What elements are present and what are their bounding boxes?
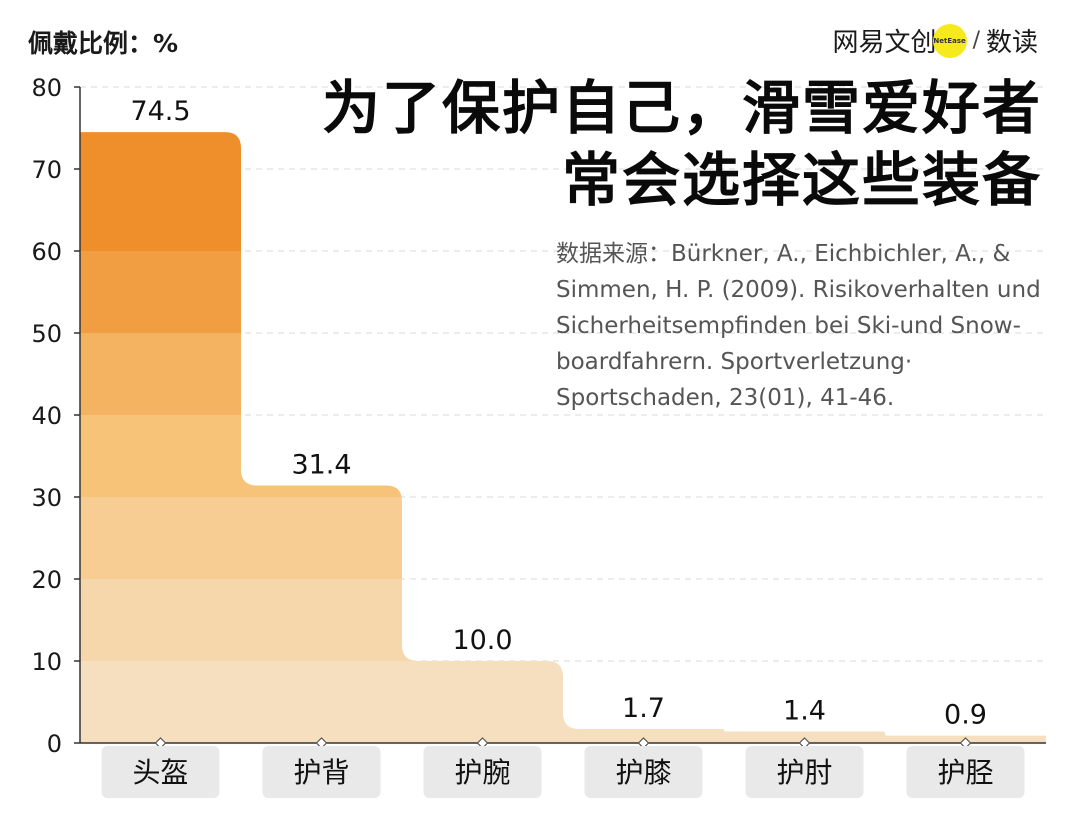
category-label: 护肘 (776, 756, 832, 789)
y-tick-label: 30 (31, 484, 62, 512)
category-label-bg (423, 746, 542, 798)
y-tick-label: 10 (31, 648, 62, 676)
value-label: 1.4 (783, 696, 826, 727)
brand-main: 网易文创 (832, 28, 937, 58)
y-tick-label: 60 (31, 238, 62, 266)
value-label: 74.5 (130, 96, 190, 127)
category-label: 护膝 (615, 756, 671, 789)
category-labels: 头盔 护背 护腕 护膝 护肘 护胫 (101, 737, 1025, 798)
category-label-bg (262, 746, 381, 798)
category-label-bg (584, 746, 703, 798)
chart-title: 为了保护自己，滑雪爱好者 常会选择这些装备 (322, 72, 1042, 216)
y-axis-unit-label: 佩戴比例：% (28, 29, 179, 58)
category-label-bg (745, 746, 864, 798)
category-label-bg (906, 746, 1025, 798)
bar-护腕 (402, 661, 563, 743)
value-label: 10.0 (452, 625, 512, 656)
category-label: 护背 (293, 756, 349, 789)
brand-divider: / (972, 28, 980, 53)
category-label-bg (101, 746, 220, 798)
y-tick-label: 70 (31, 156, 62, 184)
y-tick-label: 80 (31, 74, 62, 102)
grid-lines (80, 86, 1046, 662)
y-tick-label: 20 (31, 566, 62, 594)
netease-badge-icon: NetEase (932, 23, 967, 58)
data-labels: 74.5 31.4 10.0 1.7 1.4 0.9 (130, 96, 987, 731)
category-label: 护胫 (937, 756, 993, 789)
value-label: 0.9 (944, 700, 987, 731)
title-line-1: 为了保护自己，滑雪爱好者 (321, 74, 1042, 142)
bar-头盔 (80, 132, 241, 743)
data-source-note: 数据来源：Bürkner, A., Eichbichler, A., & Sim… (556, 241, 1041, 411)
y-tick-label: 0 (47, 730, 62, 758)
value-label: 31.4 (291, 450, 351, 481)
y-tick-label: 50 (31, 320, 62, 348)
brand-logo: 网易文创 NetEase / 数读 (833, 22, 1038, 59)
category-label: 护腕 (454, 756, 510, 789)
axes: 0 10 20 30 40 50 60 70 80 (31, 74, 1046, 758)
y-tick-label: 40 (31, 402, 62, 430)
title-line-2: 常会选择这些装备 (561, 146, 1042, 214)
value-label: 1.7 (622, 693, 665, 724)
bar-护背 (241, 486, 402, 743)
category-label: 头盔 (132, 756, 188, 789)
brand-sub: 数读 (985, 28, 1038, 58)
